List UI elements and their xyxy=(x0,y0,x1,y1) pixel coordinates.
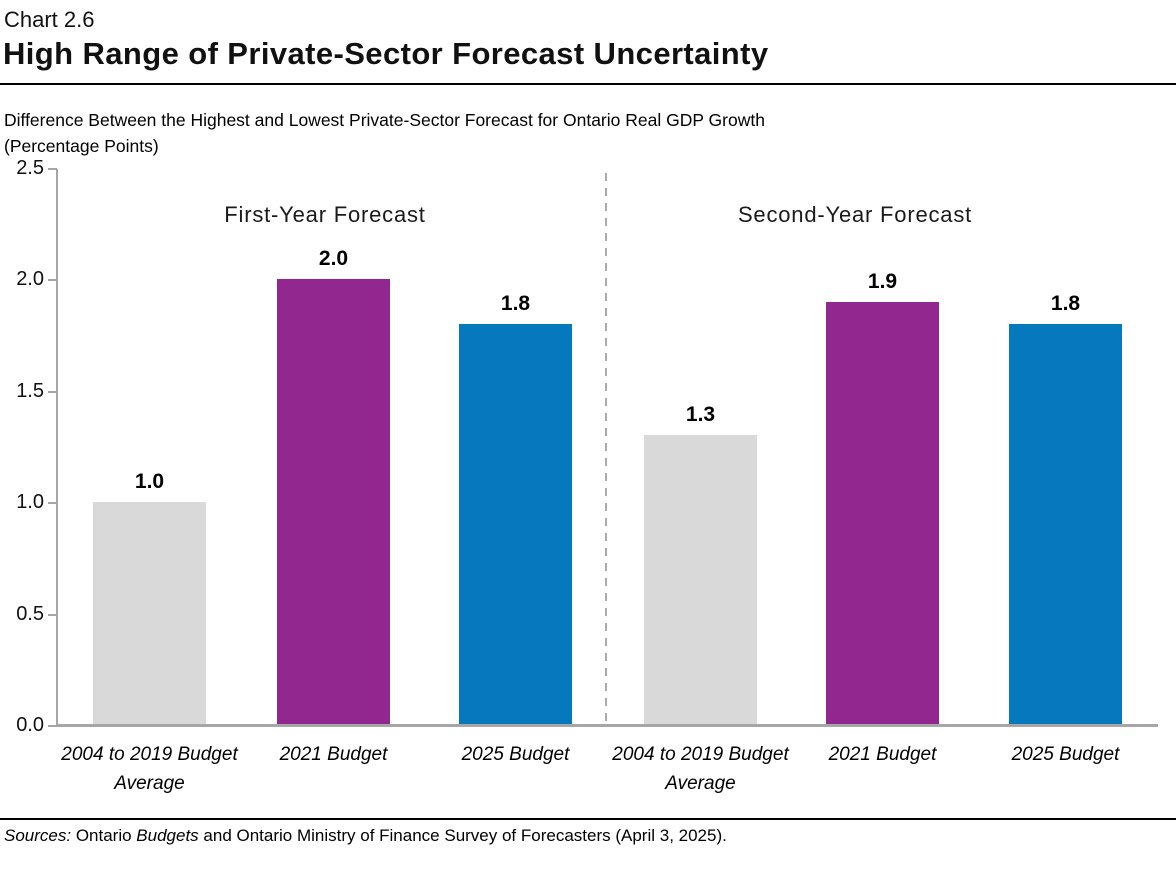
y-axis-label-2.5: 2.5 xyxy=(16,157,44,179)
value-label-first-year-forecast-2025-budget: 1.8 xyxy=(500,292,531,315)
category-label-first-year-forecast-2021-budget: 2021 Budget xyxy=(279,744,388,765)
sources-text-segment: and Ontario Ministry of Finance Survey o… xyxy=(198,826,727,845)
page: Chart 2.6 High Range of Private-Sector F… xyxy=(0,6,1176,846)
category-label-first-year-forecast-2025-budget: 2025 Budget xyxy=(461,744,570,765)
subtitle-line-1: Difference Between the Highest and Lowes… xyxy=(4,110,765,130)
category-label-second-year-forecast-2004-to-2019-budget-average: 2004 to 2019 Budget Average xyxy=(612,744,789,794)
value-label-first-year-forecast-2004-to-2019-budget-average: 1.0 xyxy=(134,470,165,493)
y-axis-tick-2.0 xyxy=(48,279,57,282)
category-label-first-year-forecast-2004-to-2019-budget-average: 2004 to 2019 Budget Average xyxy=(61,744,238,794)
y-axis-tick-0.0 xyxy=(48,725,57,727)
group-label-first-year: First-Year Forecast xyxy=(224,202,426,227)
y-axis-tick-1.0 xyxy=(48,502,57,505)
value-label-second-year-forecast-2025-budget: 1.8 xyxy=(1050,292,1081,315)
sources-italic-segment: Budgets xyxy=(136,826,199,845)
footer-divider-line xyxy=(0,818,1176,820)
title-divider-line xyxy=(0,83,1176,85)
y-axis-label-0.0: 0.0 xyxy=(16,714,44,736)
bar-second-year-forecast-2004-to-2019-budget-average xyxy=(644,435,757,725)
value-label-first-year-forecast-2021-budget: 2.0 xyxy=(318,247,349,270)
category-label-second-year-forecast-2025-budget: 2025 Budget xyxy=(1011,744,1120,765)
y-axis-tick-0.5 xyxy=(48,613,57,616)
y-axis-label-2.0: 2.0 xyxy=(16,268,44,291)
chart-footer: Sources: Ontario Budgets and Ontario Min… xyxy=(0,818,1176,846)
bar-second-year-forecast-2025-budget xyxy=(1009,324,1122,725)
bar-first-year-forecast-2021-budget xyxy=(277,279,390,725)
y-axis-tick-2.5 xyxy=(48,168,57,170)
chart-subtitle: Difference Between the Highest and Lowes… xyxy=(0,107,1176,159)
group-divider-dashed-line xyxy=(605,173,607,726)
sources-text-segment: Ontario xyxy=(71,826,137,845)
x-axis-line xyxy=(56,724,1158,727)
value-label-second-year-forecast-2021-budget: 1.9 xyxy=(867,270,898,293)
y-axis-label-1.5: 1.5 xyxy=(16,379,44,402)
bar-chart: First-Year Forecast Second-Year Forecast… xyxy=(0,157,1176,811)
bar-first-year-forecast-2025-budget xyxy=(459,324,572,725)
sources-note: Sources: Ontario Budgets and Ontario Min… xyxy=(0,826,1176,846)
bar-first-year-forecast-2004-to-2019-budget-average xyxy=(93,502,206,725)
y-axis-tick-1.5 xyxy=(48,390,57,393)
group-label-second-year: Second-Year Forecast xyxy=(737,202,973,227)
subtitle-line-2: (Percentage Points) xyxy=(4,136,159,156)
chart-number: Chart 2.6 xyxy=(4,7,95,32)
y-axis-label-1.0: 1.0 xyxy=(16,491,44,514)
y-axis-label-0.5: 0.5 xyxy=(16,602,44,625)
bar-second-year-forecast-2021-budget xyxy=(826,302,939,725)
page-title: High Range of Private-Sector Forecast Un… xyxy=(3,36,769,71)
chart-header: Chart 2.6 High Range of Private-Sector F… xyxy=(0,6,1176,159)
value-label-second-year-forecast-2004-to-2019-budget-average: 1.3 xyxy=(685,403,716,426)
category-label-second-year-forecast-2021-budget: 2021 Budget xyxy=(828,744,937,765)
y-axis-line xyxy=(56,169,58,726)
sources-italic-segment: Sources: xyxy=(4,826,72,845)
